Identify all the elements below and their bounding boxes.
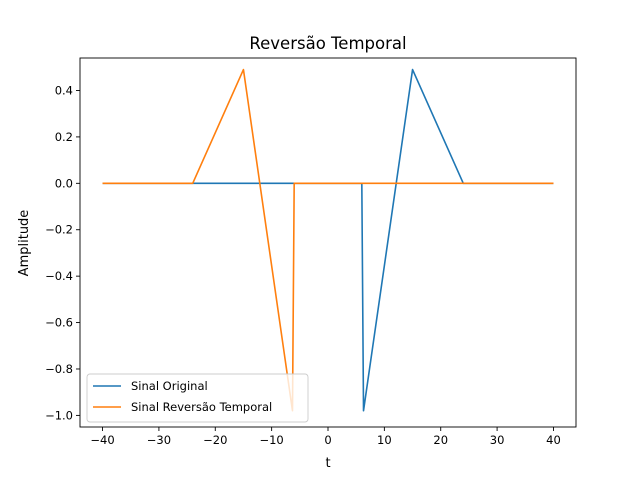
- x-tick-label: 0: [324, 433, 331, 447]
- legend-box: [86, 373, 309, 423]
- x-axis-label: t: [325, 456, 330, 471]
- series-line-1: [102, 68, 554, 412]
- y-tick-label: 0.2: [55, 130, 73, 144]
- y-tick-label: 0.0: [55, 176, 73, 190]
- x-tick-label: 30: [490, 433, 505, 447]
- y-tick-label: −0.8: [45, 362, 73, 376]
- x-tick-label: −30: [147, 433, 171, 447]
- x-tick-label: −20: [203, 433, 227, 447]
- y-tick-label: −0.6: [45, 316, 73, 330]
- legend: Sinal Original Sinal Reversão Temporal: [86, 373, 309, 423]
- y-axis-label: Amplitude: [17, 210, 32, 277]
- axis-ticks: −40 −30 −20 −10 0 10 20 30 40 −1.0 −0.8 −0.6 −0.4 −0.…: [45, 83, 561, 447]
- legend-label-1: Sinal Reversão Temporal: [131, 400, 272, 414]
- x-tick-label: −40: [90, 433, 114, 447]
- y-tick-label: 0.4: [55, 83, 73, 97]
- chart-title: Reversão Temporal: [249, 34, 406, 53]
- x-tick-label: −10: [259, 433, 283, 447]
- y-tick-label: −0.4: [45, 269, 73, 283]
- x-tick-label: 40: [546, 433, 561, 447]
- legend-label-0: Sinal Original: [131, 379, 208, 393]
- y-tick-label: −0.2: [45, 223, 73, 237]
- y-tick-label: −1.0: [45, 408, 73, 422]
- x-tick-label: 20: [433, 433, 448, 447]
- x-tick-label: 10: [377, 433, 392, 447]
